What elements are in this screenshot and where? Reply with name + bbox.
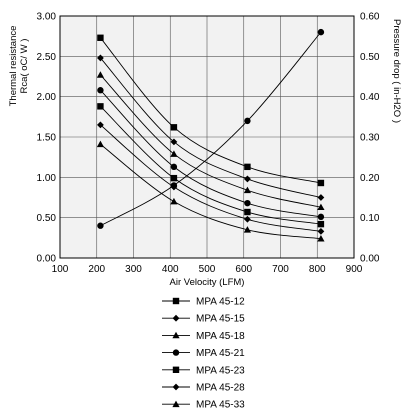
data-point — [96, 71, 105, 78]
data-point — [97, 87, 104, 94]
series-line — [100, 124, 321, 232]
data-point — [317, 235, 325, 242]
data-point — [170, 197, 178, 205]
data-point — [97, 34, 104, 41]
y-tick-label: 1.50 — [37, 133, 57, 144]
legend-marker — [172, 349, 180, 356]
data-point — [317, 213, 325, 221]
x-axis-title: Air Velocity (LFM) — [170, 277, 245, 288]
data-point — [317, 220, 325, 228]
data-point — [244, 175, 251, 183]
x-tick-label: 100 — [52, 264, 69, 275]
data-point — [170, 163, 178, 171]
x-tick-label: 200 — [88, 264, 105, 275]
data-point — [317, 179, 325, 187]
legend-marker — [172, 383, 180, 391]
pressure-drop-point — [317, 28, 325, 36]
data-point — [243, 186, 252, 194]
y2-tick-label: 0.60 — [360, 12, 380, 23]
legend-label: MPA 45-18 — [196, 331, 245, 342]
y2-tick-label: 0.00 — [360, 254, 380, 265]
y-tick-label: 0.00 — [37, 254, 57, 265]
data-point — [170, 124, 178, 131]
y2-tick-label: 0.10 — [360, 213, 380, 224]
y-axis-title-line: Rca( oC/ W ) — [19, 39, 30, 94]
legend-marker — [172, 314, 180, 322]
data-point — [244, 199, 251, 207]
pressure-drop-point — [97, 222, 104, 229]
series-line — [100, 74, 322, 208]
data-point — [244, 215, 251, 223]
series-line — [100, 37, 322, 184]
data-point — [97, 103, 104, 110]
legend-label: MPA 45-15 — [196, 314, 245, 325]
y2-axis-title: Pressure drop ( in-H2O ) — [391, 19, 402, 123]
y2-tick-label: 0.30 — [360, 133, 380, 144]
data-point — [170, 138, 178, 146]
series-line — [100, 106, 321, 225]
data-point — [244, 163, 251, 171]
y2-tick-label: 0.40 — [360, 92, 380, 103]
pressure-drop-point — [244, 117, 251, 125]
data-point — [97, 54, 104, 62]
y2-tick-label: 0.20 — [360, 173, 380, 184]
y-tick-label: 2.00 — [37, 92, 57, 103]
series-line — [100, 143, 321, 240]
data-point — [97, 121, 104, 129]
x-tick-label: 600 — [235, 264, 252, 275]
x-tick-label: 800 — [309, 264, 326, 275]
series-line — [100, 89, 322, 218]
x-tick-label: 500 — [199, 264, 216, 275]
data-point — [317, 203, 325, 211]
y2-tick-label: 0.50 — [360, 52, 380, 63]
data-point — [96, 140, 105, 148]
data-point — [317, 227, 325, 235]
pressure-drop-line — [100, 31, 322, 227]
legend-label: MPA 45-23 — [196, 365, 245, 376]
x-tick-label: 700 — [272, 264, 289, 275]
legend-marker — [172, 366, 180, 373]
series-line — [100, 57, 322, 198]
y-axis-title: Thermal resistanceRca( oC/ W ) — [8, 26, 30, 107]
y-tick-label: 3.00 — [37, 12, 57, 23]
pressure-drop-point — [170, 182, 178, 189]
y-tick-label: 1.00 — [37, 173, 57, 184]
legend-label: MPA 45-33 — [196, 400, 245, 410]
legend-label: MPA 45-12 — [196, 297, 245, 308]
x-tick-label: 400 — [162, 264, 179, 275]
data-point — [170, 150, 178, 157]
x-tick-label: 300 — [125, 264, 142, 275]
data-point — [317, 194, 325, 201]
data-point — [243, 226, 252, 233]
data-point — [170, 174, 178, 182]
y-tick-label: 2.50 — [37, 52, 57, 63]
legend-marker — [172, 331, 180, 339]
x-tick-label: 900 — [346, 264, 363, 275]
legend-marker — [172, 400, 180, 408]
legend-marker — [172, 297, 180, 305]
y-tick-label: 0.50 — [37, 213, 57, 224]
legend-label: MPA 45-28 — [196, 383, 245, 394]
y-axis-title-line: Thermal resistance — [8, 26, 19, 107]
legend-label: MPA 45-21 — [196, 348, 245, 359]
plot-frame — [59, 15, 355, 259]
data-point — [244, 208, 251, 216]
